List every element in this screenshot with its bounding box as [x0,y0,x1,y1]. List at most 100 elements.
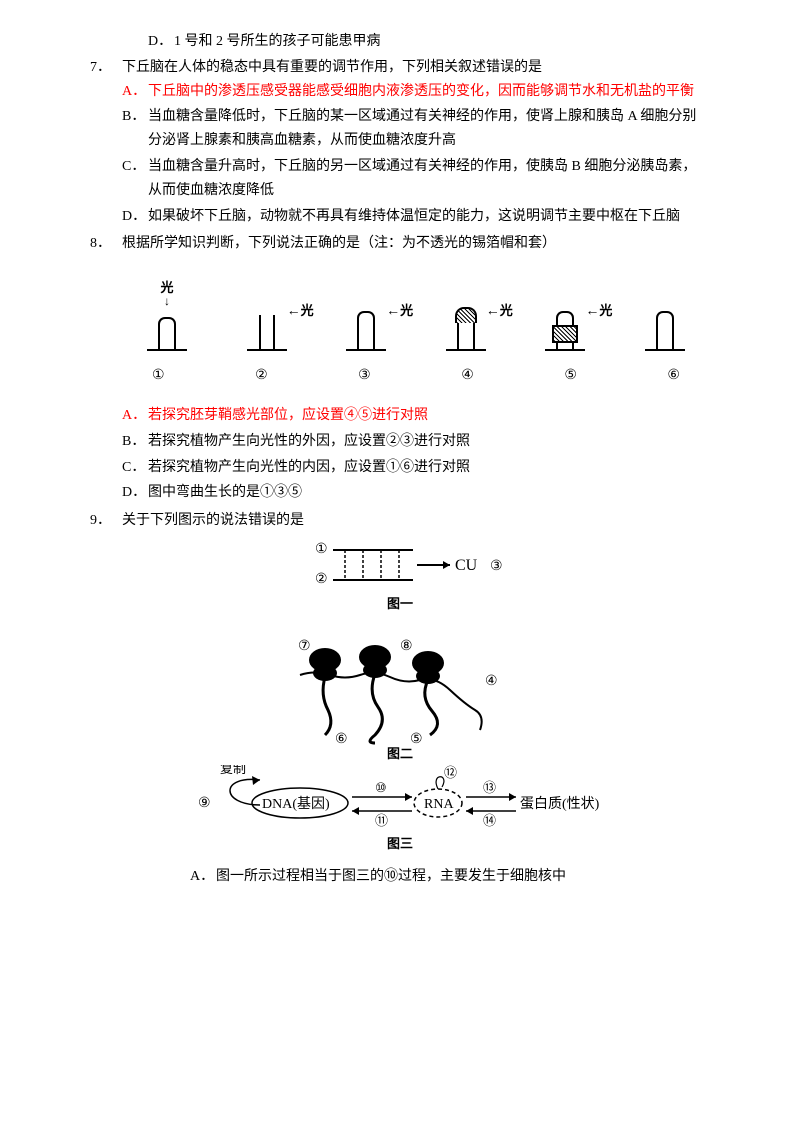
option-text: 若探究植物产生向光性的外因，应设置②③进行对照 [148,430,710,454]
q8-option-c: C． 若探究植物产生向光性的内因，应设置①⑥进行对照 [122,456,710,480]
question-stem: 根据所学知识判断，下列说法正确的是（注：为不透光的锡箔帽和套） [122,232,710,256]
foil-sleeve-icon [552,325,578,343]
light-side-label: ←光 [287,299,314,323]
figure-caption: 图二 [90,743,710,765]
foil-cap-icon [455,307,477,323]
diagram-label: ⑤ [564,364,577,388]
q8-option-a: A． 若探究胚芽鞘感光部位，应设置④⑤进行对照 [122,404,710,428]
figure-3: 复制 ⑨ DNA(基因) ⑩ ⑪ RNA ⑫ ⑬ ⑭ 蛋白质(性状) [90,765,710,855]
option-letter: B． [122,105,148,153]
coleoptile-4: ←光 [431,281,501,351]
question-number: 9． [90,509,122,533]
document-page: D． 1 号和 2 号所生的孩子可能患甲病 7． 下丘脑在人体的稳态中具有重要的… [0,0,800,1132]
question-stem: 下丘脑在人体的稳态中具有重要的调节作用，下列相关叙述错误的是 [122,56,710,80]
fig1-n1: ① [315,542,328,557]
light-side-label: ←光 [386,299,413,323]
q7-option-c: C． 当血糖含量升高时，下丘脑的另一区域通过有关神经的作用，使胰岛 B 细胞分泌… [122,155,710,203]
question-body: 根据所学知识判断，下列说法正确的是（注：为不透光的锡箔帽和套） 光 ↓ ←光 [122,232,710,507]
option-letter: A． [122,404,148,428]
option-letter: A． [122,80,148,104]
q7-option-a: A． 下丘脑中的渗透压感受器能感受细胞内液渗透压的变化，因而能够调节水和无机盐的… [122,80,710,104]
coleoptile-1: 光 ↓ [132,281,202,351]
tube-cut-icon [259,315,275,349]
question-8: 8． 根据所学知识判断，下列说法正确的是（注：为不透光的锡箔帽和套） 光 ↓ ←… [90,232,710,507]
fig3-rna: RNA [424,797,454,812]
figure-caption: 图三 [90,833,710,855]
fig3-n9: ⑨ [198,796,211,811]
question-9: 9． 关于下列图示的说法错误的是 [90,509,710,533]
tube-icon [656,311,674,349]
option-letter: A． [190,865,216,889]
option-text: 若探究胚芽鞘感光部位，应设置④⑤进行对照 [148,404,710,428]
option-text: 图一所示过程相当于图三的⑩过程，主要发生于细胞核中 [216,865,710,889]
transcription-diagram-icon: ① ② CU ③ [285,535,515,595]
fig2-n8: ⑧ [400,639,413,654]
option-text: 当血糖含量降低时，下丘脑的某一区域通过有关神经的作用，使肾上腺和胰岛 A 细胞分… [148,105,710,153]
fig2-n6: ⑥ [335,732,348,745]
q8-option-d: D． 图中弯曲生长的是①③⑤ [122,481,710,505]
diagram-label: ⑥ [667,364,680,388]
arrow-left-icon: ← [486,302,500,318]
question-number: 8． [90,232,122,507]
question-body: 关于下列图示的说法错误的是 [122,509,710,533]
question-number: 7． [90,56,122,231]
option-text: 下丘脑中的渗透压感受器能感受细胞内液渗透压的变化，因而能够调节水和无机盐的平衡 [148,80,710,104]
q8-labels-row: ① ② ③ ④ ⑤ ⑥ [122,356,710,404]
arrow-left-icon: ← [386,302,400,318]
option-letter: D． [122,205,148,229]
coleoptile-3: ←光 [331,281,401,351]
fig3-protein: 蛋白质(性状) [520,796,600,812]
figure-2: ⑦ ⑧ ④ ⑤ ⑥ 图二 [90,615,710,765]
translation-diagram-icon: ⑦ ⑧ ④ ⑤ ⑥ [280,615,520,745]
question-stem: 关于下列图示的说法错误的是 [122,509,710,533]
question-body: 下丘脑在人体的稳态中具有重要的调节作用，下列相关叙述错误的是 A． 下丘脑中的渗… [122,56,710,231]
central-dogma-diagram-icon: 复制 ⑨ DNA(基因) ⑩ ⑪ RNA ⑫ ⑬ ⑭ 蛋白质(性状) [190,765,610,835]
option-text: 如果破坏下丘脑，动物就不再具有维持体温恒定的能力，这说明调节主要中枢在下丘脑 [148,205,710,229]
fig3-n13: ⑬ [483,780,496,795]
option-text: 当血糖含量升高时，下丘脑的另一区域通过有关神经的作用，使胰岛 B 细胞分泌胰岛素… [148,155,710,203]
arrow-left-icon: ← [287,302,301,318]
q9-option-a: A． 图一所示过程相当于图三的⑩过程，主要发生于细胞核中 [90,865,710,889]
tube-icon [158,317,176,349]
option-text: 1 号和 2 号所生的孩子可能患甲病 [174,30,710,54]
fig1-n3: ③ [490,559,503,574]
fig2-n4: ④ [485,674,498,689]
figure-1: ① ② CU ③ 图一 [90,535,710,615]
base-line [346,349,386,351]
option-text: 图中弯曲生长的是①③⑤ [148,481,710,505]
base-line [545,349,585,351]
option-letter: B． [122,430,148,454]
arrow-left-icon: ← [585,302,599,318]
option-letter: C． [122,155,148,203]
arrow-down-icon: ↓ [164,291,170,311]
fig1-cu: CU [455,557,478,574]
base-line [446,349,486,351]
q7-option-d: D． 如果破坏下丘脑，动物就不再具有维持体温恒定的能力，这说明调节主要中枢在下丘… [122,205,710,229]
fig2-n7: ⑦ [298,639,311,654]
q8-diagram: 光 ↓ ←光 ←光 [122,256,710,356]
base-line [645,349,685,351]
fig3-dna: DNA(基因) [262,795,330,812]
diagram-label: ④ [461,364,474,388]
option-text: 若探究植物产生向光性的内因，应设置①⑥进行对照 [148,456,710,480]
tube-icon [357,311,375,349]
option-letter: D． [122,481,148,505]
q8-option-b: B． 若探究植物产生向光性的外因，应设置②③进行对照 [122,430,710,454]
base-line [247,349,287,351]
fig1-n2: ② [315,572,328,587]
diagram-label: ① [152,364,165,388]
coleoptile-6 [630,281,700,351]
question-7: 7． 下丘脑在人体的稳态中具有重要的调节作用，下列相关叙述错误的是 A． 下丘脑… [90,56,710,231]
base-line [147,349,187,351]
diagram-label: ② [255,364,268,388]
fig3-n11: ⑪ [375,813,388,828]
figure-caption: 图一 [90,593,710,615]
option-letter: C． [122,456,148,480]
fig3-n12: ⑫ [444,765,457,780]
light-side-label: ←光 [585,299,612,323]
q6-option-d: D． 1 号和 2 号所生的孩子可能患甲病 [90,30,710,54]
option-letter: D． [148,30,174,54]
fig3-n10: ⑩ [375,780,387,795]
coleoptile-5: ←光 [530,281,600,351]
fig3-n14: ⑭ [483,813,496,828]
